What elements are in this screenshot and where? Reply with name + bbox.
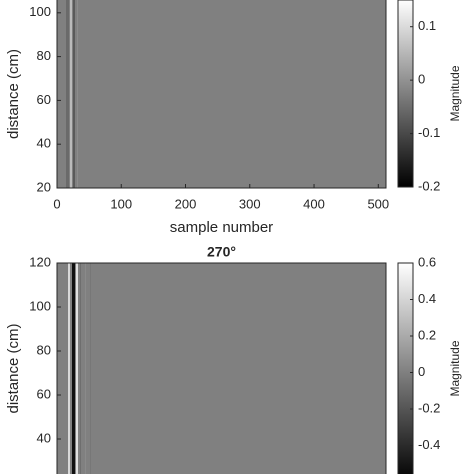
colorbar-tick-label: -0.1 (418, 125, 440, 140)
image-stripe (80, 263, 81, 474)
colorbar-label: Magnitude (448, 340, 462, 396)
x-tick-label: 100 (110, 196, 132, 211)
y-tick-label: 100 (29, 4, 51, 19)
y-tick-label: 60 (37, 386, 51, 401)
image-stripe (77, 0, 78, 188)
image-stripe (76, 263, 78, 474)
colorbar-tick-label: -0.2 (418, 400, 440, 415)
x-tick-label: 400 (303, 196, 325, 211)
y-tick-label: 20 (37, 179, 51, 194)
colorbar-tick-label: 0.4 (418, 291, 436, 306)
colorbar-tick-label: 0 (418, 364, 425, 379)
colorbar-tick-label: 0.6 (418, 254, 436, 269)
image-stripe (72, 263, 75, 474)
axes-frame (56, 262, 387, 474)
colorbar-tick-label: 0 (418, 72, 425, 87)
colorbar-tick-label: -0.4 (418, 437, 440, 452)
heatmap-image (57, 0, 386, 188)
colorbar (397, 0, 414, 188)
image-stripe (85, 263, 86, 474)
x-tick-label: 0 (53, 196, 60, 211)
colorbar-label: Magnitude (448, 65, 462, 121)
x-tick-label: 200 (175, 196, 197, 211)
y-tick-label: 80 (37, 342, 51, 357)
y-tick-label: 80 (37, 48, 51, 63)
colorbar (397, 262, 414, 474)
y-tick-label: 100 (29, 298, 51, 313)
y-axis-label: distance (cm) (5, 323, 22, 413)
y-tick-label: 40 (37, 430, 51, 445)
colorbar-tick-label: -0.2 (418, 178, 440, 193)
y-axis-label: distance (cm) (5, 49, 22, 139)
x-axis-label: sample number (170, 219, 273, 236)
y-tick-label: 40 (37, 136, 51, 151)
image-stripe (90, 263, 91, 474)
image-stripe (68, 263, 70, 474)
image-stripe (66, 0, 69, 188)
colorbar-tick-label: 0.1 (418, 18, 436, 33)
y-tick-label: 60 (37, 92, 51, 107)
axes-frame (56, 0, 387, 189)
x-tick-label: 500 (367, 196, 389, 211)
colorbar-tick-label: 0.2 (418, 327, 436, 342)
heatmap-image (57, 263, 386, 474)
image-stripe (73, 0, 75, 188)
chart-title: 270° (207, 244, 236, 260)
image-stripe (70, 0, 72, 188)
x-tick-label: 300 (239, 196, 261, 211)
y-tick-label: 120 (29, 254, 51, 269)
